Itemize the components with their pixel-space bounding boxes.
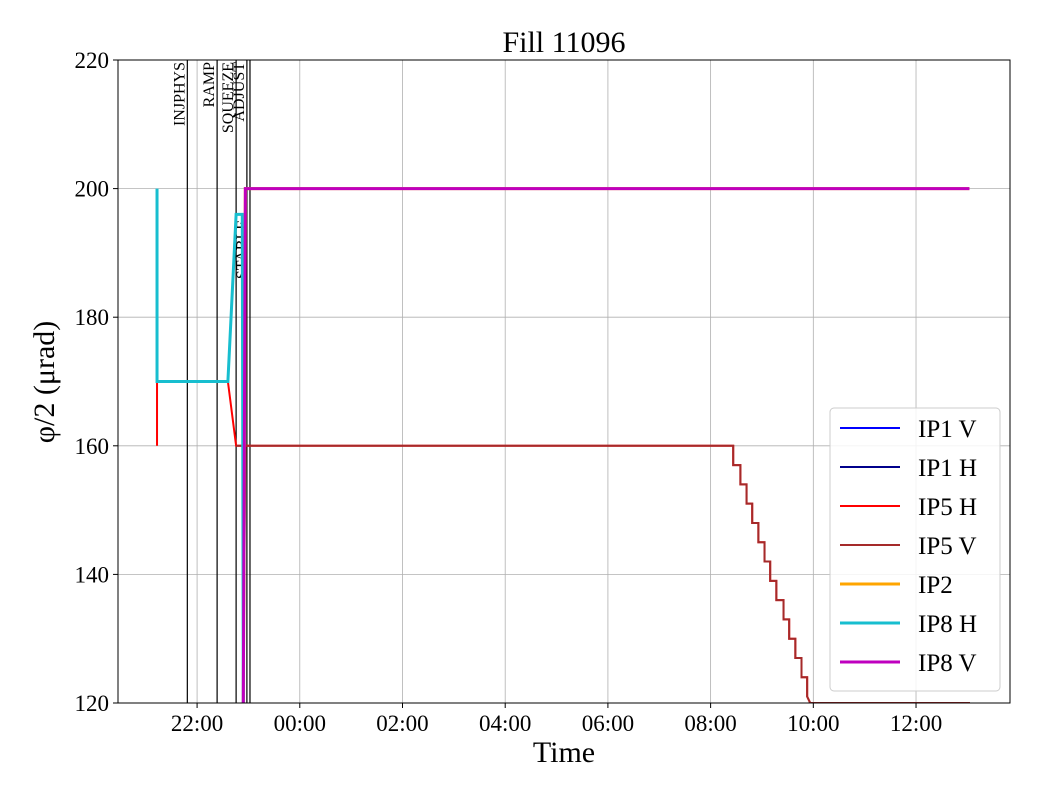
x-axis-label: Time bbox=[533, 736, 595, 769]
phase-label: ADJUST bbox=[231, 62, 248, 122]
x-tick-label: 08:00 bbox=[684, 711, 736, 736]
x-tick-label: 02:00 bbox=[376, 711, 428, 736]
legend-label: IP8 V bbox=[918, 650, 977, 677]
plot-frame bbox=[117, 59, 1011, 704]
x-tick-label: 04:00 bbox=[479, 711, 531, 736]
x-tick-label: 10:00 bbox=[787, 711, 839, 736]
legend-label: IP5 H bbox=[918, 494, 977, 521]
y-tick-label: 220 bbox=[75, 48, 110, 73]
legend-box bbox=[829, 407, 1001, 692]
y-tick-label: 160 bbox=[75, 434, 110, 459]
series-line bbox=[155, 188, 245, 703]
y-tick-label: 180 bbox=[75, 305, 110, 330]
chart-title: Fill 11096 bbox=[502, 26, 625, 59]
y-tick-label: 200 bbox=[75, 177, 110, 202]
legend-label: IP8 H bbox=[918, 611, 977, 638]
series-line bbox=[241, 187, 970, 703]
phase-label: SQUEEZE bbox=[220, 62, 237, 133]
legend-label: IP5 V bbox=[918, 533, 977, 560]
x-tick-label: 06:00 bbox=[582, 711, 634, 736]
y-tick-label: 120 bbox=[75, 691, 110, 716]
legend-label: IP1 H bbox=[918, 455, 977, 482]
y-axis-label: φ/2 (μrad) bbox=[28, 321, 61, 444]
phase-label: INJPHYS bbox=[171, 62, 188, 126]
x-tick-label: 00:00 bbox=[274, 711, 326, 736]
x-tick-label: 22:00 bbox=[171, 711, 223, 736]
legend-label: IP1 V bbox=[918, 416, 977, 443]
phase-label: RAMP bbox=[201, 62, 218, 107]
y-tick-label: 140 bbox=[75, 562, 110, 587]
legend-label: IP2 bbox=[918, 572, 953, 599]
series-line bbox=[236, 444, 970, 703]
x-tick-label: 12:00 bbox=[890, 711, 942, 736]
